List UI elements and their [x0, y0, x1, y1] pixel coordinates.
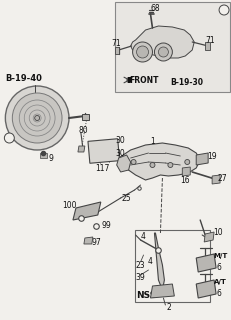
- Circle shape: [132, 42, 152, 62]
- Text: M/T: M/T: [212, 253, 226, 259]
- Circle shape: [136, 46, 148, 58]
- Text: B-19-40: B-19-40: [5, 74, 42, 83]
- Text: 80: 80: [78, 125, 87, 134]
- Polygon shape: [195, 153, 207, 165]
- Text: 27: 27: [216, 173, 226, 182]
- Text: B-19-30: B-19-30: [169, 77, 202, 86]
- Text: NSS: NSS: [136, 291, 156, 300]
- Bar: [134, 230, 209, 302]
- Text: 39: 39: [135, 274, 145, 283]
- Polygon shape: [118, 143, 199, 180]
- Circle shape: [4, 133, 14, 143]
- Polygon shape: [154, 233, 164, 290]
- Bar: [88, 139, 119, 163]
- Polygon shape: [127, 77, 132, 83]
- Polygon shape: [195, 254, 215, 272]
- Text: 99: 99: [101, 220, 111, 229]
- Text: 30: 30: [115, 148, 125, 157]
- Text: 4: 4: [147, 258, 152, 267]
- Text: A/T: A/T: [213, 279, 225, 285]
- Polygon shape: [40, 153, 47, 158]
- Text: 23: 23: [135, 260, 145, 269]
- Polygon shape: [203, 232, 213, 242]
- Bar: [114, 2, 229, 92]
- Text: 25: 25: [121, 194, 131, 203]
- Text: 117: 117: [95, 164, 109, 172]
- Circle shape: [184, 159, 189, 164]
- Text: 9: 9: [49, 154, 53, 163]
- Circle shape: [158, 47, 168, 57]
- Text: 4: 4: [140, 231, 145, 241]
- Text: 68: 68: [150, 4, 160, 12]
- Circle shape: [154, 43, 172, 61]
- Text: 71: 71: [204, 36, 214, 44]
- Polygon shape: [211, 175, 219, 184]
- Polygon shape: [182, 167, 189, 176]
- Text: 6: 6: [216, 290, 221, 299]
- Polygon shape: [116, 155, 130, 172]
- Text: 30: 30: [115, 135, 125, 145]
- Text: A: A: [221, 7, 225, 12]
- Polygon shape: [84, 237, 92, 244]
- Text: 1: 1: [149, 137, 154, 146]
- Text: 6: 6: [216, 263, 221, 273]
- Polygon shape: [204, 42, 209, 50]
- Text: 19: 19: [207, 151, 216, 161]
- Circle shape: [218, 5, 228, 15]
- Circle shape: [131, 159, 136, 164]
- Text: 97: 97: [91, 237, 101, 246]
- Polygon shape: [150, 284, 173, 298]
- Polygon shape: [114, 47, 118, 54]
- Text: FRONT: FRONT: [128, 76, 158, 84]
- Polygon shape: [130, 26, 193, 58]
- Circle shape: [167, 163, 172, 167]
- Polygon shape: [73, 202, 100, 220]
- Circle shape: [35, 116, 40, 121]
- Text: 16: 16: [180, 175, 189, 185]
- Polygon shape: [82, 114, 88, 120]
- Circle shape: [12, 93, 62, 143]
- Text: A: A: [7, 135, 11, 140]
- Polygon shape: [78, 146, 85, 152]
- Circle shape: [149, 163, 154, 167]
- Text: 2: 2: [165, 303, 170, 313]
- Polygon shape: [195, 280, 215, 298]
- Circle shape: [5, 86, 69, 150]
- Text: 10: 10: [212, 228, 222, 236]
- Text: 71: 71: [110, 38, 120, 47]
- Text: 100: 100: [61, 201, 76, 210]
